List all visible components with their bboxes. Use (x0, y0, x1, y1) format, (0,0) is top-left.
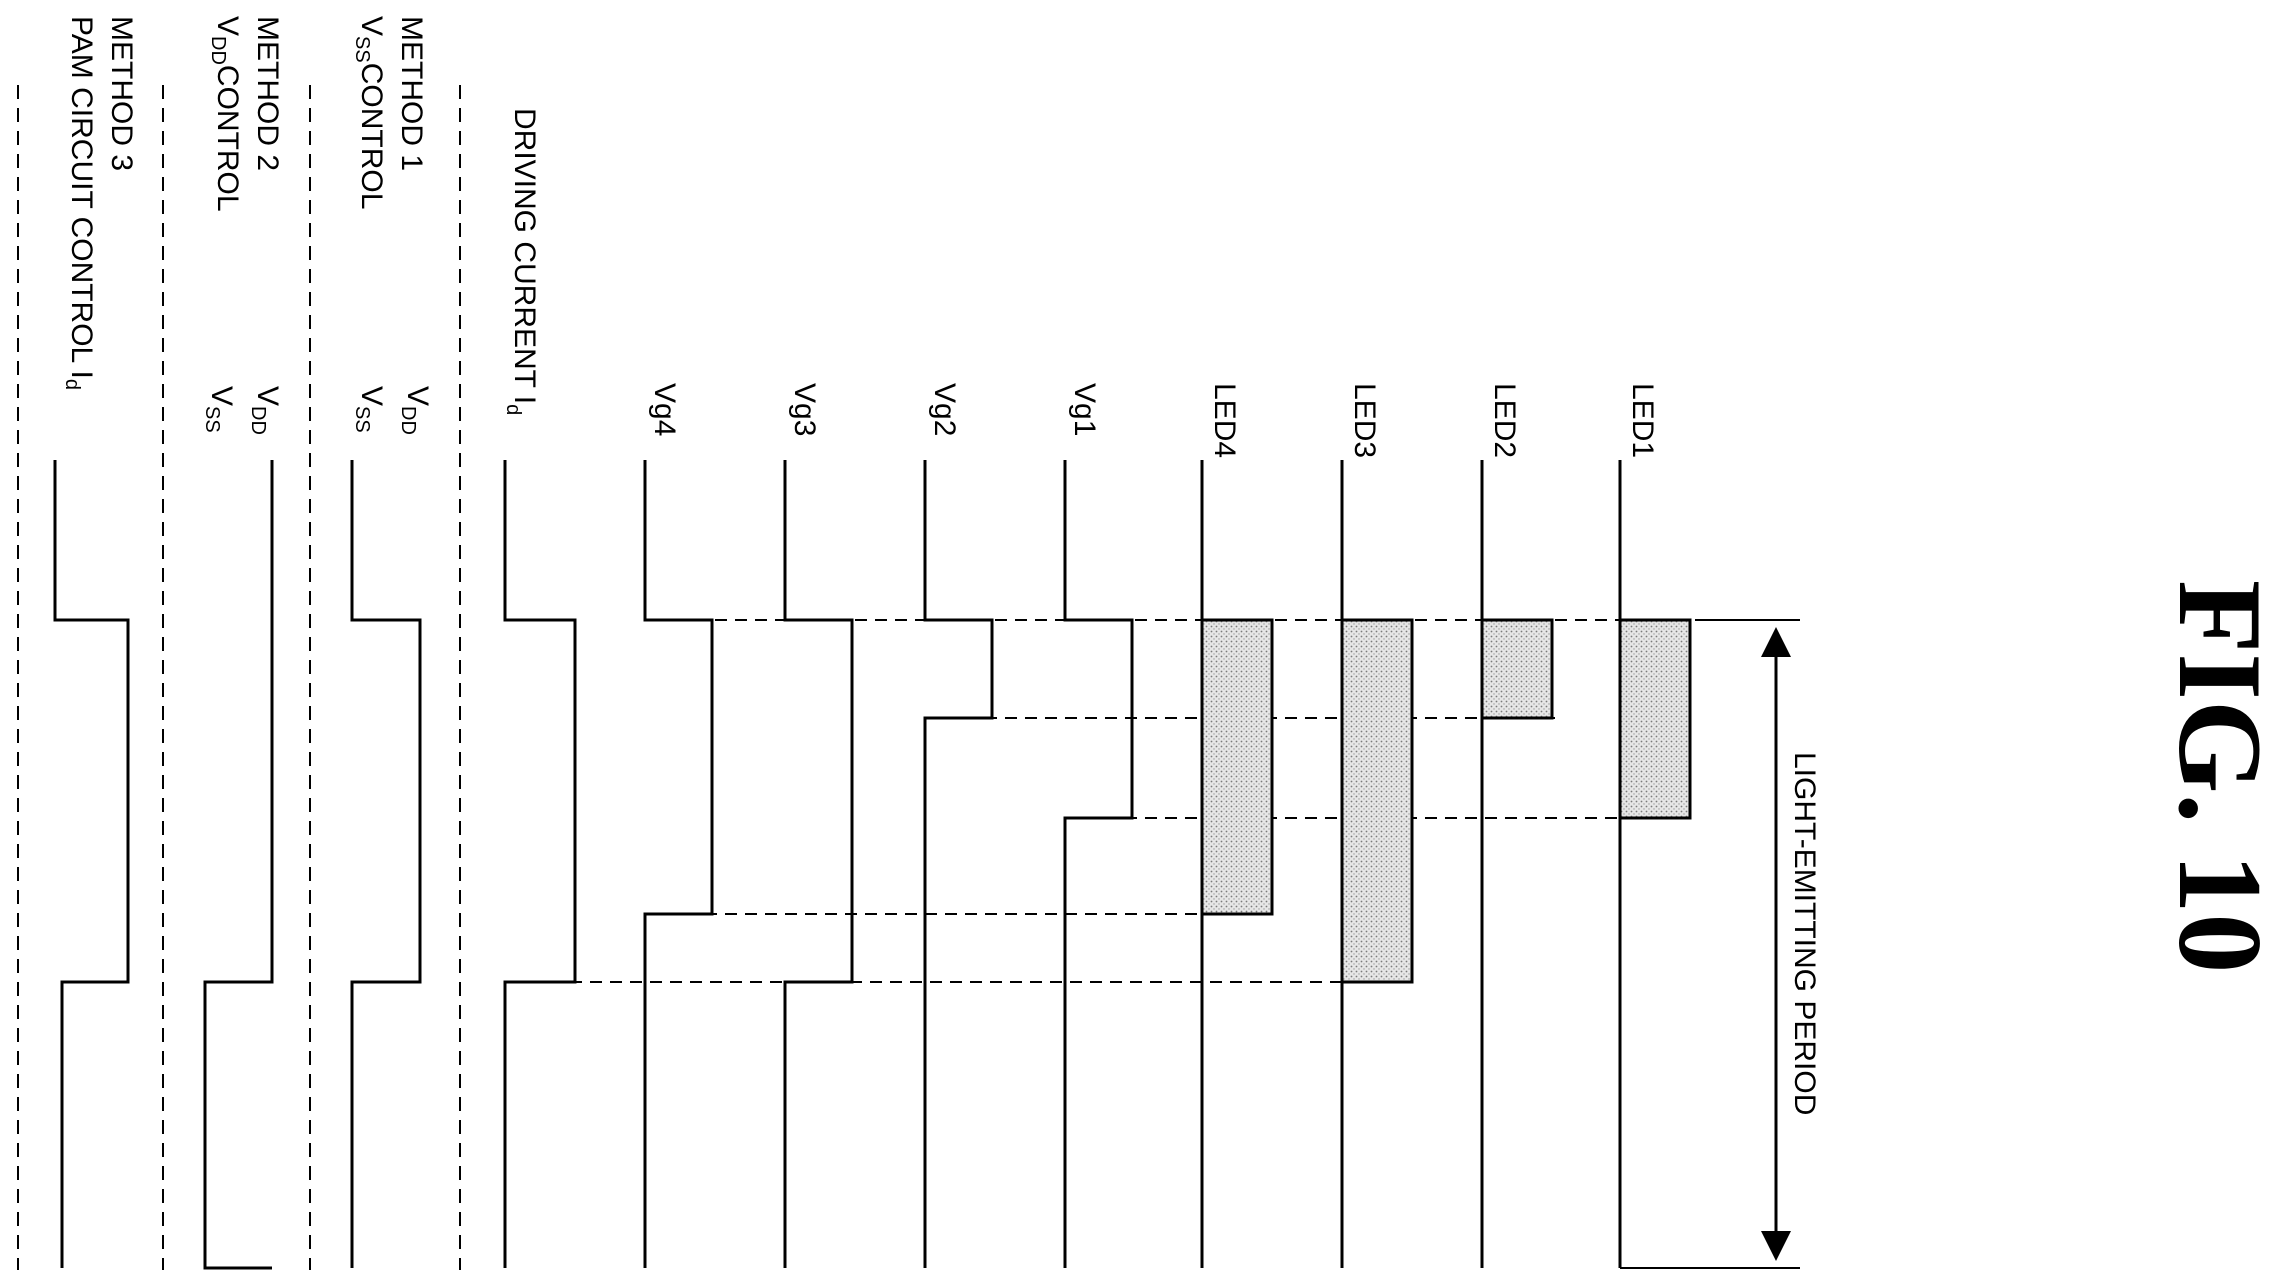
method-separators (17, 85, 461, 1270)
led-label: LED4 (1208, 383, 1241, 458)
led-emission (1200, 618, 1274, 916)
method-signal-label: VSS (351, 386, 388, 433)
method-name: METHOD 2 (251, 16, 284, 171)
gate-label: Vg4 (648, 383, 681, 436)
driving-current-waveform (503, 460, 577, 1268)
light-emitting-period: LIGHT-EMITTING PERIOD (1620, 619, 1821, 1269)
gate-label: Vg3 (788, 383, 821, 436)
led-label: LED2 (1488, 383, 1521, 458)
gate-label: Vg2 (928, 383, 961, 436)
method-control: VSSCONTROL (351, 16, 388, 209)
vg2-waveform (923, 460, 994, 1268)
method-name: METHOD 1 (395, 16, 428, 171)
method-signal-label: VDD (397, 386, 434, 435)
method-control: PAM CIRCUIT CONTROL Id (61, 16, 98, 390)
led-rows: LED1 LED2 LED3 LED4 (1200, 383, 1692, 1268)
method-2: METHOD 2 VDDCONTROL VDD VSS (201, 16, 284, 1270)
driving-current-label: DRIVING CURRENT Id (502, 108, 541, 415)
method2-vdd-waveform (203, 460, 274, 1270)
vg4-waveform (643, 460, 714, 1268)
led-label: LED3 (1348, 383, 1381, 458)
method-signal-label: VSS (201, 386, 238, 433)
gate-label: Vg1 (1068, 383, 1101, 436)
method-control: VDDCONTROL (207, 16, 244, 212)
method1-vss-waveform (350, 460, 422, 1268)
method3-id-waveform (53, 460, 130, 1268)
led-label: LED1 (1626, 383, 1659, 458)
method-3: METHOD 3 PAM CIRCUIT CONTROL Id (53, 16, 138, 1268)
period-label: LIGHT-EMITTING PERIOD (1788, 752, 1821, 1115)
vg1-waveform (1063, 460, 1134, 1268)
method-signal-label: VDD (247, 386, 284, 435)
figure-title: FIG. 10 (2154, 580, 2274, 973)
led-emission (1340, 618, 1414, 984)
gate-waveforms: Vg1 Vg2 Vg3 Vg4 (643, 383, 1134, 1268)
method-name: METHOD 3 (105, 16, 138, 171)
driving-current: DRIVING CURRENT Id (502, 108, 577, 1268)
method-1: METHOD 1 VSSCONTROL VDD VSS (350, 16, 434, 1268)
led-emission (1480, 618, 1554, 720)
vg3-waveform (783, 460, 854, 1268)
led-emission (1618, 618, 1692, 820)
